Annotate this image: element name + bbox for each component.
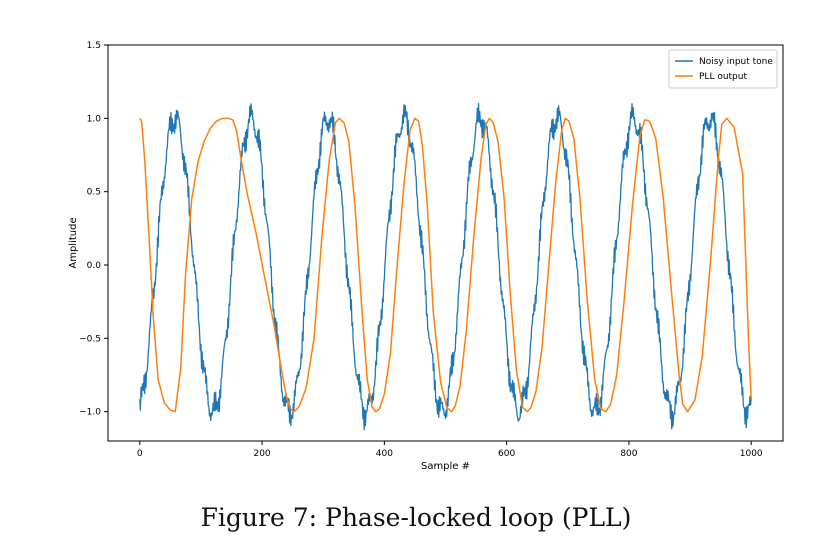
plot-frame bbox=[107, 44, 784, 442]
y-tick-label: 1.5 bbox=[87, 41, 101, 51]
series-line-pll-output bbox=[139, 117, 752, 413]
x-tick-label: 800 bbox=[620, 449, 637, 459]
legend-box bbox=[668, 49, 778, 89]
x-tick-label: 600 bbox=[498, 449, 515, 459]
x-tick-label: 1000 bbox=[740, 449, 763, 459]
chart: 0 200 400 600 800 1000 −1.0 −0.5 0.0 0.5 1.0 1.5 S… bbox=[68, 41, 784, 472]
legend: Noisy input tone PLL output bbox=[668, 49, 778, 89]
x-tick-label: 200 bbox=[253, 449, 270, 459]
y-tick-label: −0.5 bbox=[79, 334, 101, 344]
series-line-noisy-input-tone bbox=[139, 102, 752, 431]
y-tick-label: −1.0 bbox=[79, 408, 101, 418]
y-axis: −1.0 −0.5 0.0 0.5 1.0 1.5 bbox=[79, 41, 108, 418]
legend-label: PLL output bbox=[699, 72, 747, 82]
figure-caption: Figure 7: Phase-locked loop (PLL) bbox=[200, 503, 632, 532]
x-axis-label: Sample # bbox=[421, 461, 470, 472]
chart-svg: 0 200 400 600 800 1000 −1.0 −0.5 0.0 0.5 1.0 1.5 S… bbox=[68, 41, 784, 472]
y-axis-label: Amplitude bbox=[68, 217, 79, 268]
series-layer bbox=[139, 102, 752, 431]
x-axis: 0 200 400 600 800 1000 bbox=[137, 441, 763, 459]
y-tick-label: 1.0 bbox=[87, 114, 102, 124]
legend-label: Noisy input tone bbox=[699, 57, 773, 67]
x-tick-label: 0 bbox=[137, 449, 143, 459]
y-tick-label: 0.0 bbox=[87, 261, 102, 271]
y-tick-label: 0.5 bbox=[87, 188, 101, 198]
x-tick-label: 400 bbox=[376, 449, 393, 459]
